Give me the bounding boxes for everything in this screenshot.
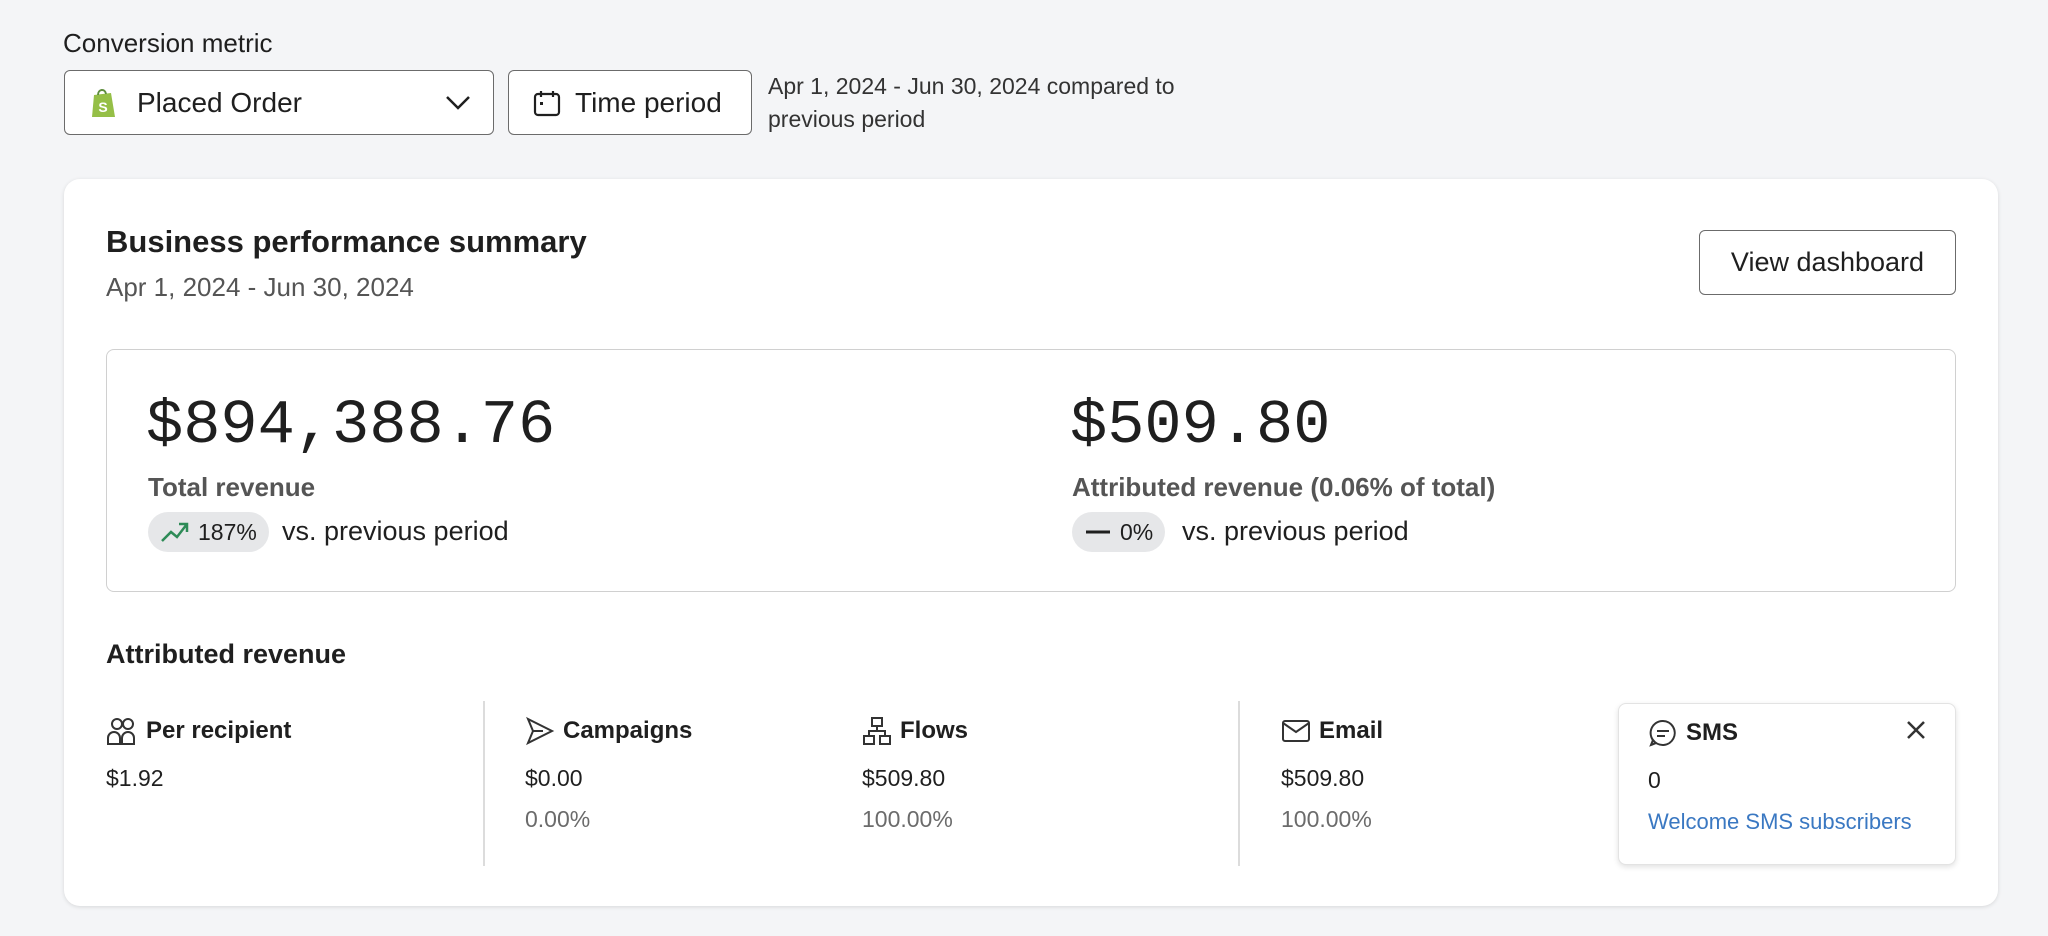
item-percent: 0.00% [525,806,591,832]
calendar-icon [533,90,561,116]
flow-icon [863,717,891,745]
change-value: 187% [198,518,257,545]
flat-icon [1086,530,1110,534]
sms-value: 0 [1648,767,1661,793]
change-value: 0% [1120,518,1154,545]
item-heading: Flows [862,716,968,746]
summary-date: Apr 1, 2024 - Jun 30, 2024 [106,272,414,302]
change-suffix: vs. previous period [282,516,509,546]
item-name: Email [1319,717,1384,744]
kpi-value: $894,388.76 [146,390,556,461]
item-name: SMS [1686,719,1739,746]
time-period-button[interactable]: Time period [508,70,752,135]
change-pill: 0% [1072,512,1166,552]
kpi-value: $509.80 [1070,390,1331,461]
item-heading: Per recipient [106,716,291,746]
divider [1238,701,1240,866]
item-percent: 100.00% [862,806,953,832]
divider [483,701,485,866]
sms-icon [1649,719,1676,747]
change-pill: 187% [148,512,269,552]
item-heading: SMS [1648,718,1738,748]
item-name: Per recipient [146,717,292,744]
svg-text:S: S [98,99,107,115]
item-value: $1.92 [106,765,164,791]
attributed-title: Attributed revenue [106,639,347,669]
kpi-label: Total revenue [148,472,316,502]
time-period-label: Time period [575,86,722,118]
item-heading: Email [1281,716,1383,746]
item-value: $509.80 [1281,765,1365,791]
kpi-box [106,349,1956,592]
trend-up-icon [161,522,189,542]
filter-label: Conversion metric [63,28,273,58]
summary-title: Business performance summary [106,224,587,259]
item-percent: 100.00% [1281,806,1372,832]
change-suffix: vs. previous period [1182,516,1409,546]
kpi-label: Attributed revenue (0.06% of total) [1072,472,1496,502]
metric-value: Placed Order [137,86,302,118]
sms-link[interactable]: Welcome SMS subscribers [1648,809,1912,834]
item-value: $509.80 [862,765,946,791]
item-heading: Campaigns [525,716,692,746]
item-name: Flows [900,717,969,744]
item-value: $0.00 [525,765,583,791]
people-icon [107,718,135,745]
shopify-icon: S [92,88,115,117]
metric-dropdown[interactable]: S Placed Order [64,70,494,135]
email-icon [1282,720,1310,742]
item-name: Campaigns [563,717,693,744]
period-text: Apr 1, 2024 - Jun 30, 2024 compared to p… [768,73,1175,132]
view-dashboard-button[interactable]: View dashboard [1699,230,1956,295]
send-icon [526,716,555,746]
close-button[interactable] [1905,719,1927,741]
chevron [446,95,470,110]
